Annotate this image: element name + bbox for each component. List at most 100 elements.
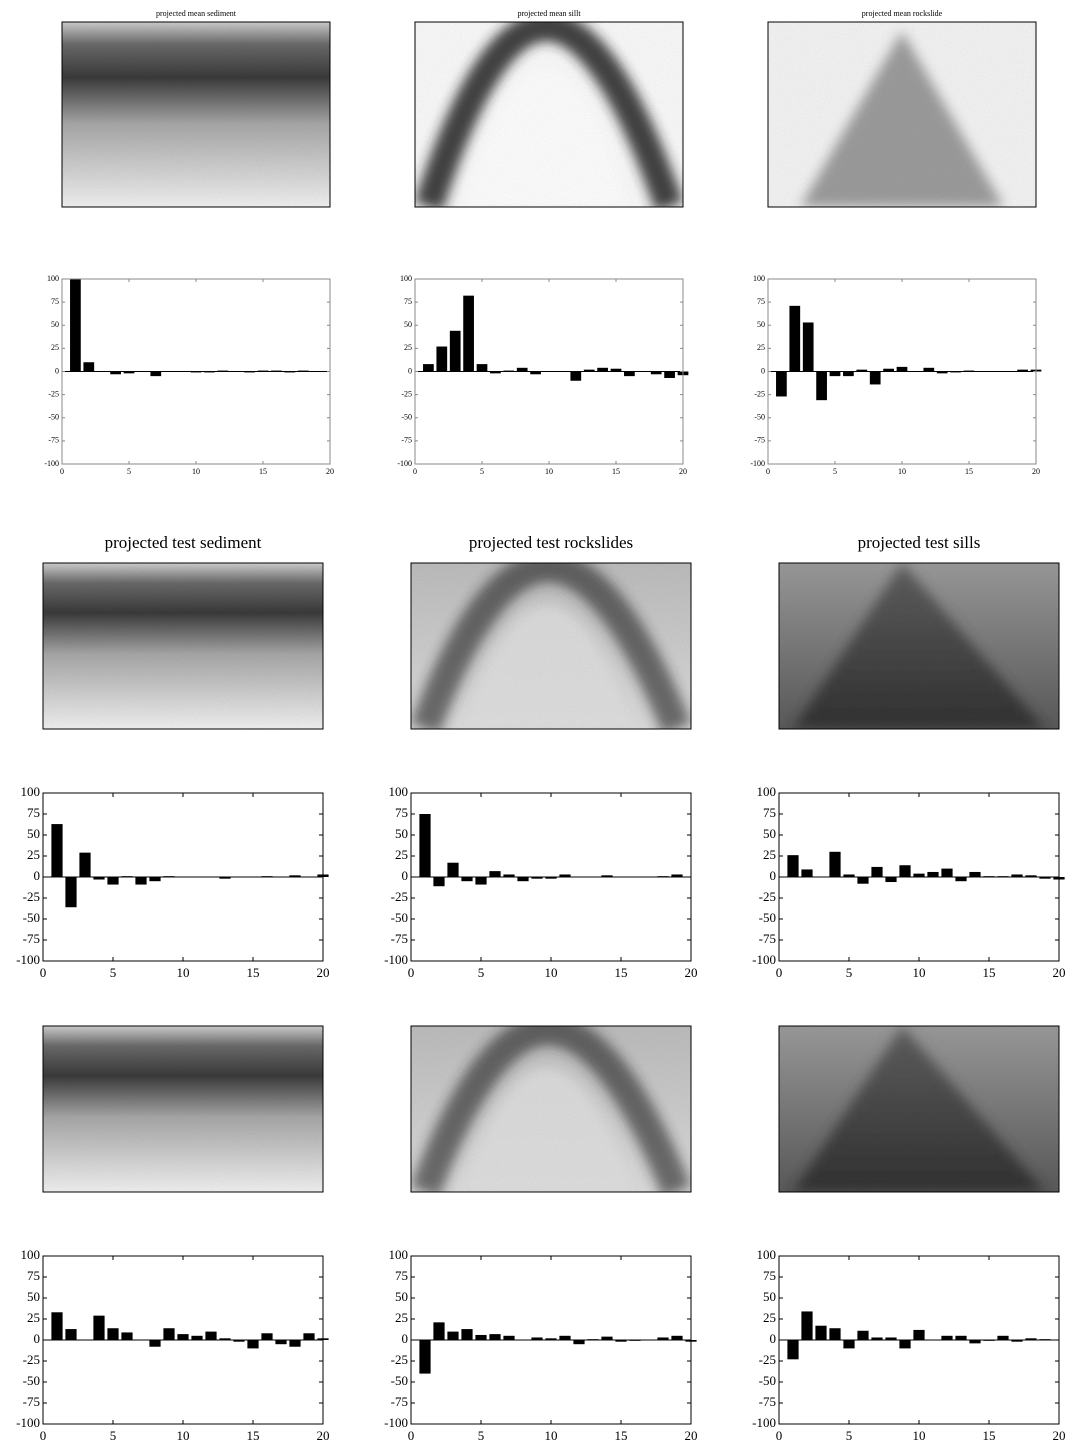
bar — [70, 279, 81, 372]
bar — [913, 873, 925, 877]
bar — [801, 1311, 813, 1340]
bar — [247, 1340, 259, 1349]
bar — [490, 371, 501, 374]
bar — [463, 295, 474, 372]
bar — [191, 1335, 203, 1340]
x-tick-label: 15 — [965, 467, 973, 476]
x-tick-label: 10 — [545, 1428, 558, 1443]
y-tick-label: -50 — [23, 910, 40, 925]
image-title: projected mean rockslide — [862, 9, 943, 18]
bar — [275, 1340, 287, 1345]
y-tick-label: 0 — [34, 868, 41, 883]
bar — [51, 1312, 63, 1340]
y-tick-label: 100 — [21, 784, 41, 799]
y-tick-label: -75 — [759, 1394, 776, 1409]
y-tick-label: 100 — [757, 784, 777, 799]
y-tick-label: 0 — [770, 1331, 777, 1346]
x-tick-label: 10 — [913, 965, 926, 980]
y-tick-label: -50 — [401, 413, 412, 422]
y-tick-label: -25 — [23, 1352, 40, 1367]
bar — [776, 371, 787, 397]
y-tick-label: 100 — [47, 274, 59, 283]
y-tick-label: 25 — [395, 1310, 408, 1325]
y-tick-label: 25 — [757, 343, 765, 352]
y-tick-label: 75 — [395, 1268, 408, 1283]
y-tick-label: -75 — [759, 931, 776, 946]
bar — [1017, 369, 1028, 372]
x-tick-label: 0 — [408, 965, 415, 980]
bar — [177, 1334, 189, 1340]
image-border — [410, 562, 692, 730]
x-tick-label: 15 — [615, 1428, 628, 1443]
bar — [664, 371, 675, 378]
y-tick-label: 25 — [27, 1310, 40, 1325]
bar — [843, 1340, 855, 1349]
bar — [1025, 1338, 1037, 1340]
bar — [1039, 877, 1051, 879]
bar — [219, 1338, 231, 1340]
bar — [475, 877, 487, 885]
bar — [219, 877, 231, 879]
bar — [885, 1337, 897, 1340]
bar — [559, 874, 571, 877]
y-tick-label: 50 — [757, 320, 765, 329]
y-tick-label: 100 — [21, 1247, 41, 1262]
bar — [489, 1334, 501, 1340]
bar — [135, 877, 147, 885]
y-tick-label: 0 — [34, 1331, 41, 1346]
bar — [802, 322, 814, 372]
bar — [955, 1335, 967, 1340]
bar — [570, 371, 582, 381]
bar — [447, 1331, 459, 1340]
x-tick-label: 0 — [40, 965, 47, 980]
y-tick-label: 50 — [395, 826, 408, 841]
y-tick-label: 50 — [404, 320, 412, 329]
bar — [436, 346, 448, 372]
x-tick-label: 20 — [1053, 1428, 1066, 1443]
image-border — [61, 21, 331, 208]
y-tick-label: 50 — [763, 826, 776, 841]
y-tick-label: -50 — [759, 910, 776, 925]
bar — [65, 877, 77, 908]
x-tick-label: 10 — [898, 467, 906, 476]
image-border — [778, 1025, 1060, 1193]
x-tick-label: 0 — [776, 1428, 783, 1443]
bar — [789, 305, 801, 372]
bar — [927, 871, 939, 877]
bar — [597, 367, 608, 372]
x-tick-label: 5 — [480, 467, 484, 476]
y-tick-label: 100 — [753, 274, 765, 283]
image-border — [42, 1025, 324, 1193]
bar — [476, 364, 488, 372]
bar — [801, 869, 813, 877]
y-tick-label: -75 — [48, 436, 59, 445]
x-tick-label: 15 — [247, 1428, 260, 1443]
bar — [969, 1340, 981, 1344]
x-tick-label: 20 — [326, 467, 334, 476]
image-title: projected mean sillt — [517, 9, 581, 18]
y-tick-label: 50 — [763, 1289, 776, 1304]
x-tick-label: 20 — [317, 1428, 330, 1443]
x-tick-label: 0 — [766, 467, 770, 476]
noise — [411, 563, 691, 729]
bar — [899, 1340, 911, 1349]
y-tick-label: 50 — [51, 320, 59, 329]
bar — [433, 1322, 445, 1340]
bar — [610, 368, 622, 372]
bar — [107, 877, 119, 885]
bar — [559, 1335, 571, 1340]
bar — [815, 1325, 827, 1340]
x-tick-label: 5 — [110, 965, 117, 980]
bar — [896, 366, 908, 372]
noise — [779, 563, 1059, 729]
image-title: projected test sills — [858, 533, 981, 552]
bar — [936, 371, 948, 374]
x-tick-label: 10 — [177, 1428, 190, 1443]
image — [768, 22, 1036, 207]
y-tick-label: -100 — [397, 459, 412, 468]
x-tick-label: 5 — [846, 965, 853, 980]
image — [43, 1026, 323, 1192]
x-tick-label: 15 — [247, 965, 260, 980]
y-tick-label: -50 — [759, 1373, 776, 1388]
x-tick-label: 5 — [846, 1428, 853, 1443]
